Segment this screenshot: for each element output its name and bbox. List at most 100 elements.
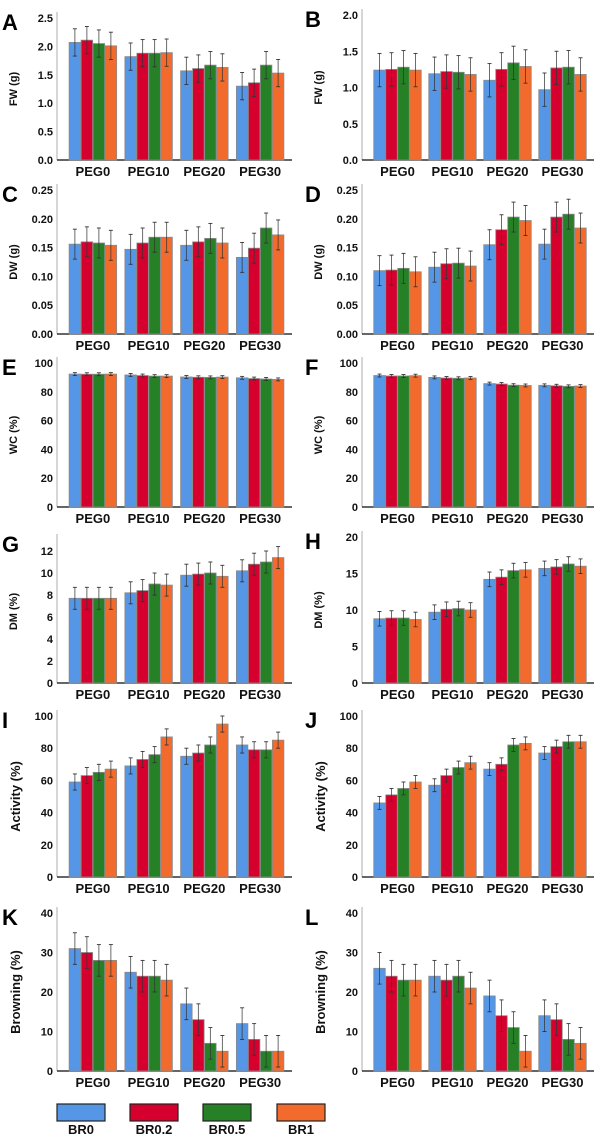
y-tick-label: 0.10 xyxy=(32,271,53,283)
bar xyxy=(80,775,94,878)
y-tick-label: 100 xyxy=(340,711,358,723)
y-tick-label: 0.15 xyxy=(32,243,53,255)
legend-swatch xyxy=(56,1103,106,1122)
bar xyxy=(136,375,149,508)
y-tick-label: 0.0 xyxy=(38,155,53,167)
y-tick-label: 0.5 xyxy=(343,119,358,131)
bar xyxy=(192,573,205,684)
bar xyxy=(180,755,193,878)
panel-j: J 0 20 40 60 80 100 Activity (%) PEG0 PEG10 PEG20 P… xyxy=(305,708,594,896)
x-category-label: PEG20 xyxy=(487,1075,529,1090)
y-tick-label: 0 xyxy=(352,1066,358,1078)
bar xyxy=(519,220,532,335)
x-category-label: PEG30 xyxy=(542,338,584,353)
bar xyxy=(562,385,575,508)
x-category-label: PEG0 xyxy=(76,164,111,179)
y-tick-label: 1.5 xyxy=(343,46,358,58)
bar xyxy=(373,802,386,878)
y-tick-label: 0 xyxy=(352,502,358,514)
x-category-label: PEG30 xyxy=(239,338,281,353)
bar xyxy=(409,619,422,684)
x-category-label: PEG20 xyxy=(487,881,529,896)
bar xyxy=(562,741,575,878)
y-tick-label: 0 xyxy=(47,872,53,884)
legend-item: BR0.5 xyxy=(202,1103,252,1136)
bar xyxy=(452,377,465,508)
bar xyxy=(204,572,217,684)
bar xyxy=(507,216,520,335)
bar xyxy=(216,376,229,508)
x-category-label: PEG30 xyxy=(239,511,281,526)
x-category-label: PEG30 xyxy=(239,881,281,896)
y-tick-label: 40 xyxy=(41,808,53,820)
bar xyxy=(247,378,261,508)
bar xyxy=(235,570,249,684)
bar xyxy=(124,765,137,878)
y-tick-label: 0.10 xyxy=(337,271,358,283)
bar xyxy=(452,608,465,684)
x-category-label: PEG20 xyxy=(183,1075,225,1090)
bar xyxy=(204,64,217,161)
bar xyxy=(104,960,118,1072)
bar xyxy=(204,376,217,508)
bar xyxy=(92,43,106,161)
y-axis-title: Browning (%) xyxy=(313,950,328,1034)
bar xyxy=(428,611,441,684)
y-tick-label: 0 xyxy=(352,678,358,690)
legend-label: BR0.5 xyxy=(209,1122,246,1136)
legend-swatch xyxy=(202,1103,252,1122)
bar xyxy=(562,213,575,335)
x-category-label: PEG20 xyxy=(183,511,225,526)
panel-letter: I xyxy=(2,708,8,733)
panel-i: I 0 20 40 60 80 100 Activity (%) PEG0 PEG10 PEG20 P… xyxy=(2,708,292,896)
x-category-label: PEG30 xyxy=(239,687,281,702)
y-axis-title: Activity (%) xyxy=(313,761,328,832)
bar xyxy=(148,754,161,878)
panel-k: K 0 10 20 30 40 Browning (%) PEG0 PEG10 PEG20 PEG3… xyxy=(2,905,292,1090)
y-tick-label: 0.00 xyxy=(32,329,53,341)
x-category-label: PEG0 xyxy=(380,338,415,353)
y-tick-label: 0.05 xyxy=(337,300,358,312)
y-tick-label: 20 xyxy=(41,473,53,485)
bar xyxy=(483,578,496,684)
y-axis-title: WC (%) xyxy=(313,415,325,454)
panel-letter: A xyxy=(2,10,18,35)
bar xyxy=(136,590,149,684)
bar xyxy=(104,597,118,684)
panel-letter: G xyxy=(2,532,19,557)
legend-item: BR1 xyxy=(276,1103,326,1136)
bar xyxy=(160,584,173,684)
y-tick-label: 20 xyxy=(346,473,358,485)
y-tick-label: 0.15 xyxy=(337,243,358,255)
panel-letter: E xyxy=(2,355,17,380)
panel-c: C 0.00 0.05 0.10 0.15 0.20 0.25 DW (g) PEG0 PEG10… xyxy=(2,182,292,353)
x-category-label: PEG10 xyxy=(128,1075,170,1090)
y-tick-label: 30 xyxy=(41,948,53,960)
bar xyxy=(235,744,249,878)
x-category-label: PEG30 xyxy=(542,164,584,179)
bar xyxy=(507,744,520,878)
bar xyxy=(483,383,496,508)
y-tick-label: 80 xyxy=(41,743,53,755)
y-tick-label: 60 xyxy=(41,775,53,787)
y-tick-label: 2.5 xyxy=(38,13,53,25)
panel-letter: F xyxy=(305,355,318,380)
bar xyxy=(148,52,161,161)
x-category-label: PEG10 xyxy=(432,1075,474,1090)
x-category-label: PEG0 xyxy=(380,164,415,179)
y-tick-label: 80 xyxy=(41,387,53,399)
bar xyxy=(180,376,193,508)
x-category-label: PEG10 xyxy=(128,881,170,896)
bar xyxy=(136,52,149,161)
bar xyxy=(124,592,137,684)
panel-f: F 0 20 40 60 80 100 WC (%) PEG0 PEG10 PEG20 PEG30 xyxy=(305,355,594,526)
bar xyxy=(160,736,173,878)
y-tick-label: 20 xyxy=(346,532,358,544)
bar xyxy=(124,56,137,161)
y-tick-label: 15 xyxy=(346,569,358,581)
x-category-label: PEG10 xyxy=(432,881,474,896)
x-category-label: PEG30 xyxy=(542,881,584,896)
bar xyxy=(271,379,285,508)
bar xyxy=(68,597,82,684)
